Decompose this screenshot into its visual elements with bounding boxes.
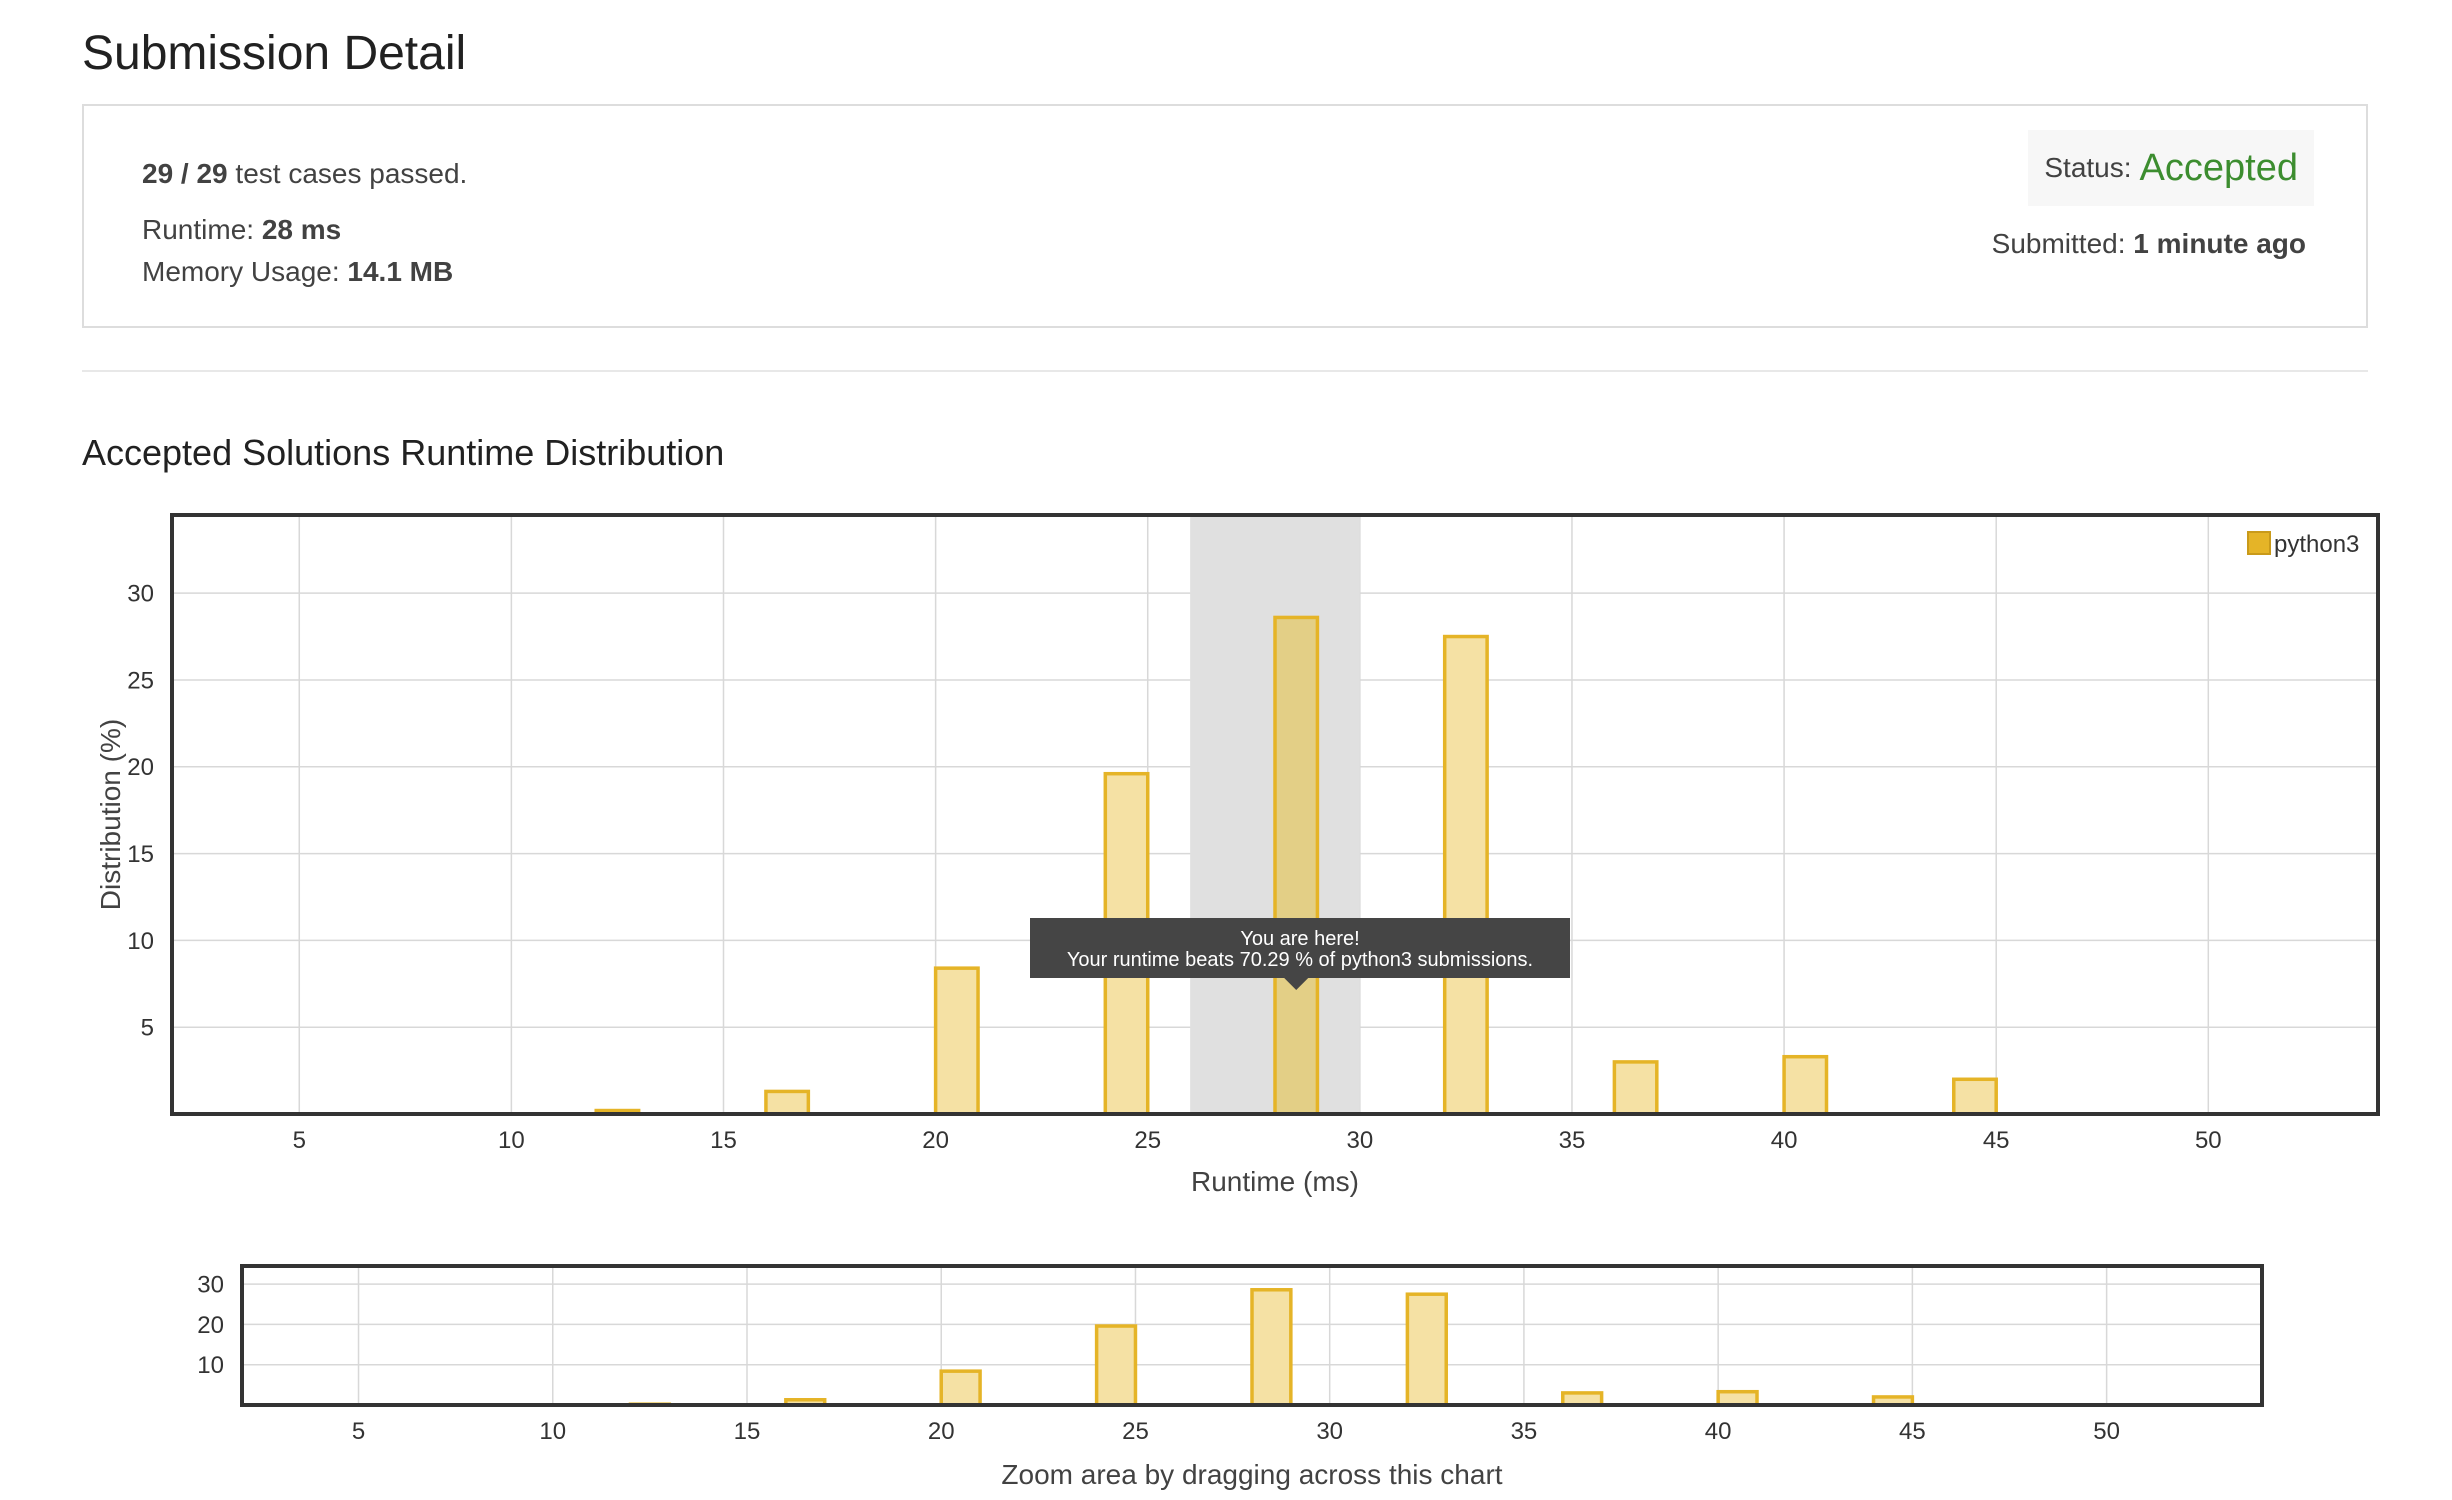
nav-bar xyxy=(1405,1292,1448,1407)
nav-x-tick-label: 30 xyxy=(1316,1418,1343,1445)
nav-x-tick-label: 40 xyxy=(1705,1418,1732,1445)
bar xyxy=(764,1089,811,1116)
x-tick-label: 25 xyxy=(1134,1127,1161,1154)
x-tick-label: 20 xyxy=(922,1127,949,1154)
x-tick-label: 15 xyxy=(710,1127,737,1154)
nav-x-tick-label: 10 xyxy=(539,1418,566,1445)
bar xyxy=(1273,615,1320,1116)
nav-bar xyxy=(1094,1324,1138,1407)
chart-section-title: Accepted Solutions Runtime Distribution xyxy=(82,432,725,473)
runtime-line: Runtime: 28 ms xyxy=(142,214,341,246)
x-tick-label: 50 xyxy=(2195,1127,2222,1154)
tests-passed-text: test cases passed. xyxy=(227,158,468,189)
y-tick-label: 10 xyxy=(127,928,154,955)
nav-x-tick-label: 20 xyxy=(928,1418,955,1445)
y-axis-title: Distribution (%) xyxy=(95,719,126,910)
nav-caption: Zoom area by dragging across this chart xyxy=(1001,1459,1502,1490)
plot-frame xyxy=(170,513,2380,1116)
x-axis-title: Runtime (ms) xyxy=(1191,1166,1359,1197)
tooltip-pointer xyxy=(1284,978,1309,990)
x-tick-label: 5 xyxy=(293,1127,306,1154)
submitted-label: Submitted: xyxy=(1991,228,2134,259)
submitted-value: 1 minute ago xyxy=(2133,228,2306,259)
x-tick-label: 30 xyxy=(1346,1127,1373,1154)
y-tick-label: 15 xyxy=(127,841,154,868)
legend-label: python3 xyxy=(2274,531,2359,558)
x-tick-label: 10 xyxy=(498,1127,525,1154)
nav-x-tick-label: 5 xyxy=(352,1418,365,1445)
status-value: Accepted xyxy=(2139,146,2298,189)
nav-x-tick-label: 25 xyxy=(1122,1418,1149,1445)
nav-plot-frame xyxy=(240,1264,2264,1407)
legend-swatch xyxy=(2247,531,2271,555)
y-tick-label: 30 xyxy=(127,581,154,608)
test-cases-line: 29 / 29 test cases passed. xyxy=(142,158,467,190)
bar xyxy=(1782,1054,1829,1116)
memory-label: Memory Usage: xyxy=(142,256,348,287)
nav-x-tick-label: 15 xyxy=(734,1418,761,1445)
y-tick-label: 20 xyxy=(127,754,154,781)
nav-y-tick-label: 30 xyxy=(197,1272,224,1299)
section-divider xyxy=(82,370,2368,372)
y-tick-label: 25 xyxy=(127,667,154,694)
nav-bar xyxy=(1250,1288,1293,1407)
memory-line: Memory Usage: 14.1 MB xyxy=(142,256,453,288)
bar xyxy=(933,966,980,1116)
zoom-navigator-chart[interactable]: 5 10 15 20 25 30 35 40 45 50 10 20 30 Zoom area by dr… xyxy=(0,1230,2452,1500)
y-tick-label: 5 xyxy=(141,1015,154,1042)
bar xyxy=(1952,1077,1998,1116)
nav-x-tick-label: 50 xyxy=(2093,1418,2120,1445)
tooltip-line-2: Your runtime beats 70.29 % of python3 su… xyxy=(1067,949,1533,971)
status-badge: Status: Accepted xyxy=(2028,130,2314,206)
page-title: Submission Detail xyxy=(82,27,467,80)
x-tick-label: 40 xyxy=(1771,1127,1798,1154)
nav-y-tick-label: 10 xyxy=(197,1352,224,1379)
runtime-tooltip: You are here!Your runtime beats 70.29 % … xyxy=(1030,918,1570,990)
tooltip-box xyxy=(1030,918,1570,978)
runtime-label: Runtime: xyxy=(142,214,262,245)
nav-y-tick-label: 20 xyxy=(197,1312,224,1339)
x-tick-label: 35 xyxy=(1559,1127,1586,1154)
submission-summary-panel: 29 / 29 test cases passed. Runtime: 28 m… xyxy=(82,104,2368,328)
submitted-line: Submitted: 1 minute ago xyxy=(1992,228,2306,260)
nav-bar xyxy=(939,1369,982,1407)
nav-x-tick-label: 35 xyxy=(1511,1418,1538,1445)
bar xyxy=(1612,1060,1659,1116)
runtime-distribution-chart[interactable]: 5 10 15 20 25 30 35 40 45 50 5 10 15 20 25 30 Runtime (m… xyxy=(0,470,2452,1200)
x-tick-label: 45 xyxy=(1983,1127,2010,1154)
memory-value: 14.1 MB xyxy=(347,256,454,287)
legend: python3 xyxy=(2247,531,2359,558)
status-label: Status: xyxy=(2044,152,2132,183)
bar xyxy=(1442,634,1489,1116)
runtime-value: 28 ms xyxy=(261,214,342,245)
tooltip-line-1: You are here! xyxy=(1240,928,1359,950)
nav-x-tick-label: 45 xyxy=(1899,1418,1926,1445)
tests-passed-count: 29 / 29 xyxy=(142,158,228,189)
